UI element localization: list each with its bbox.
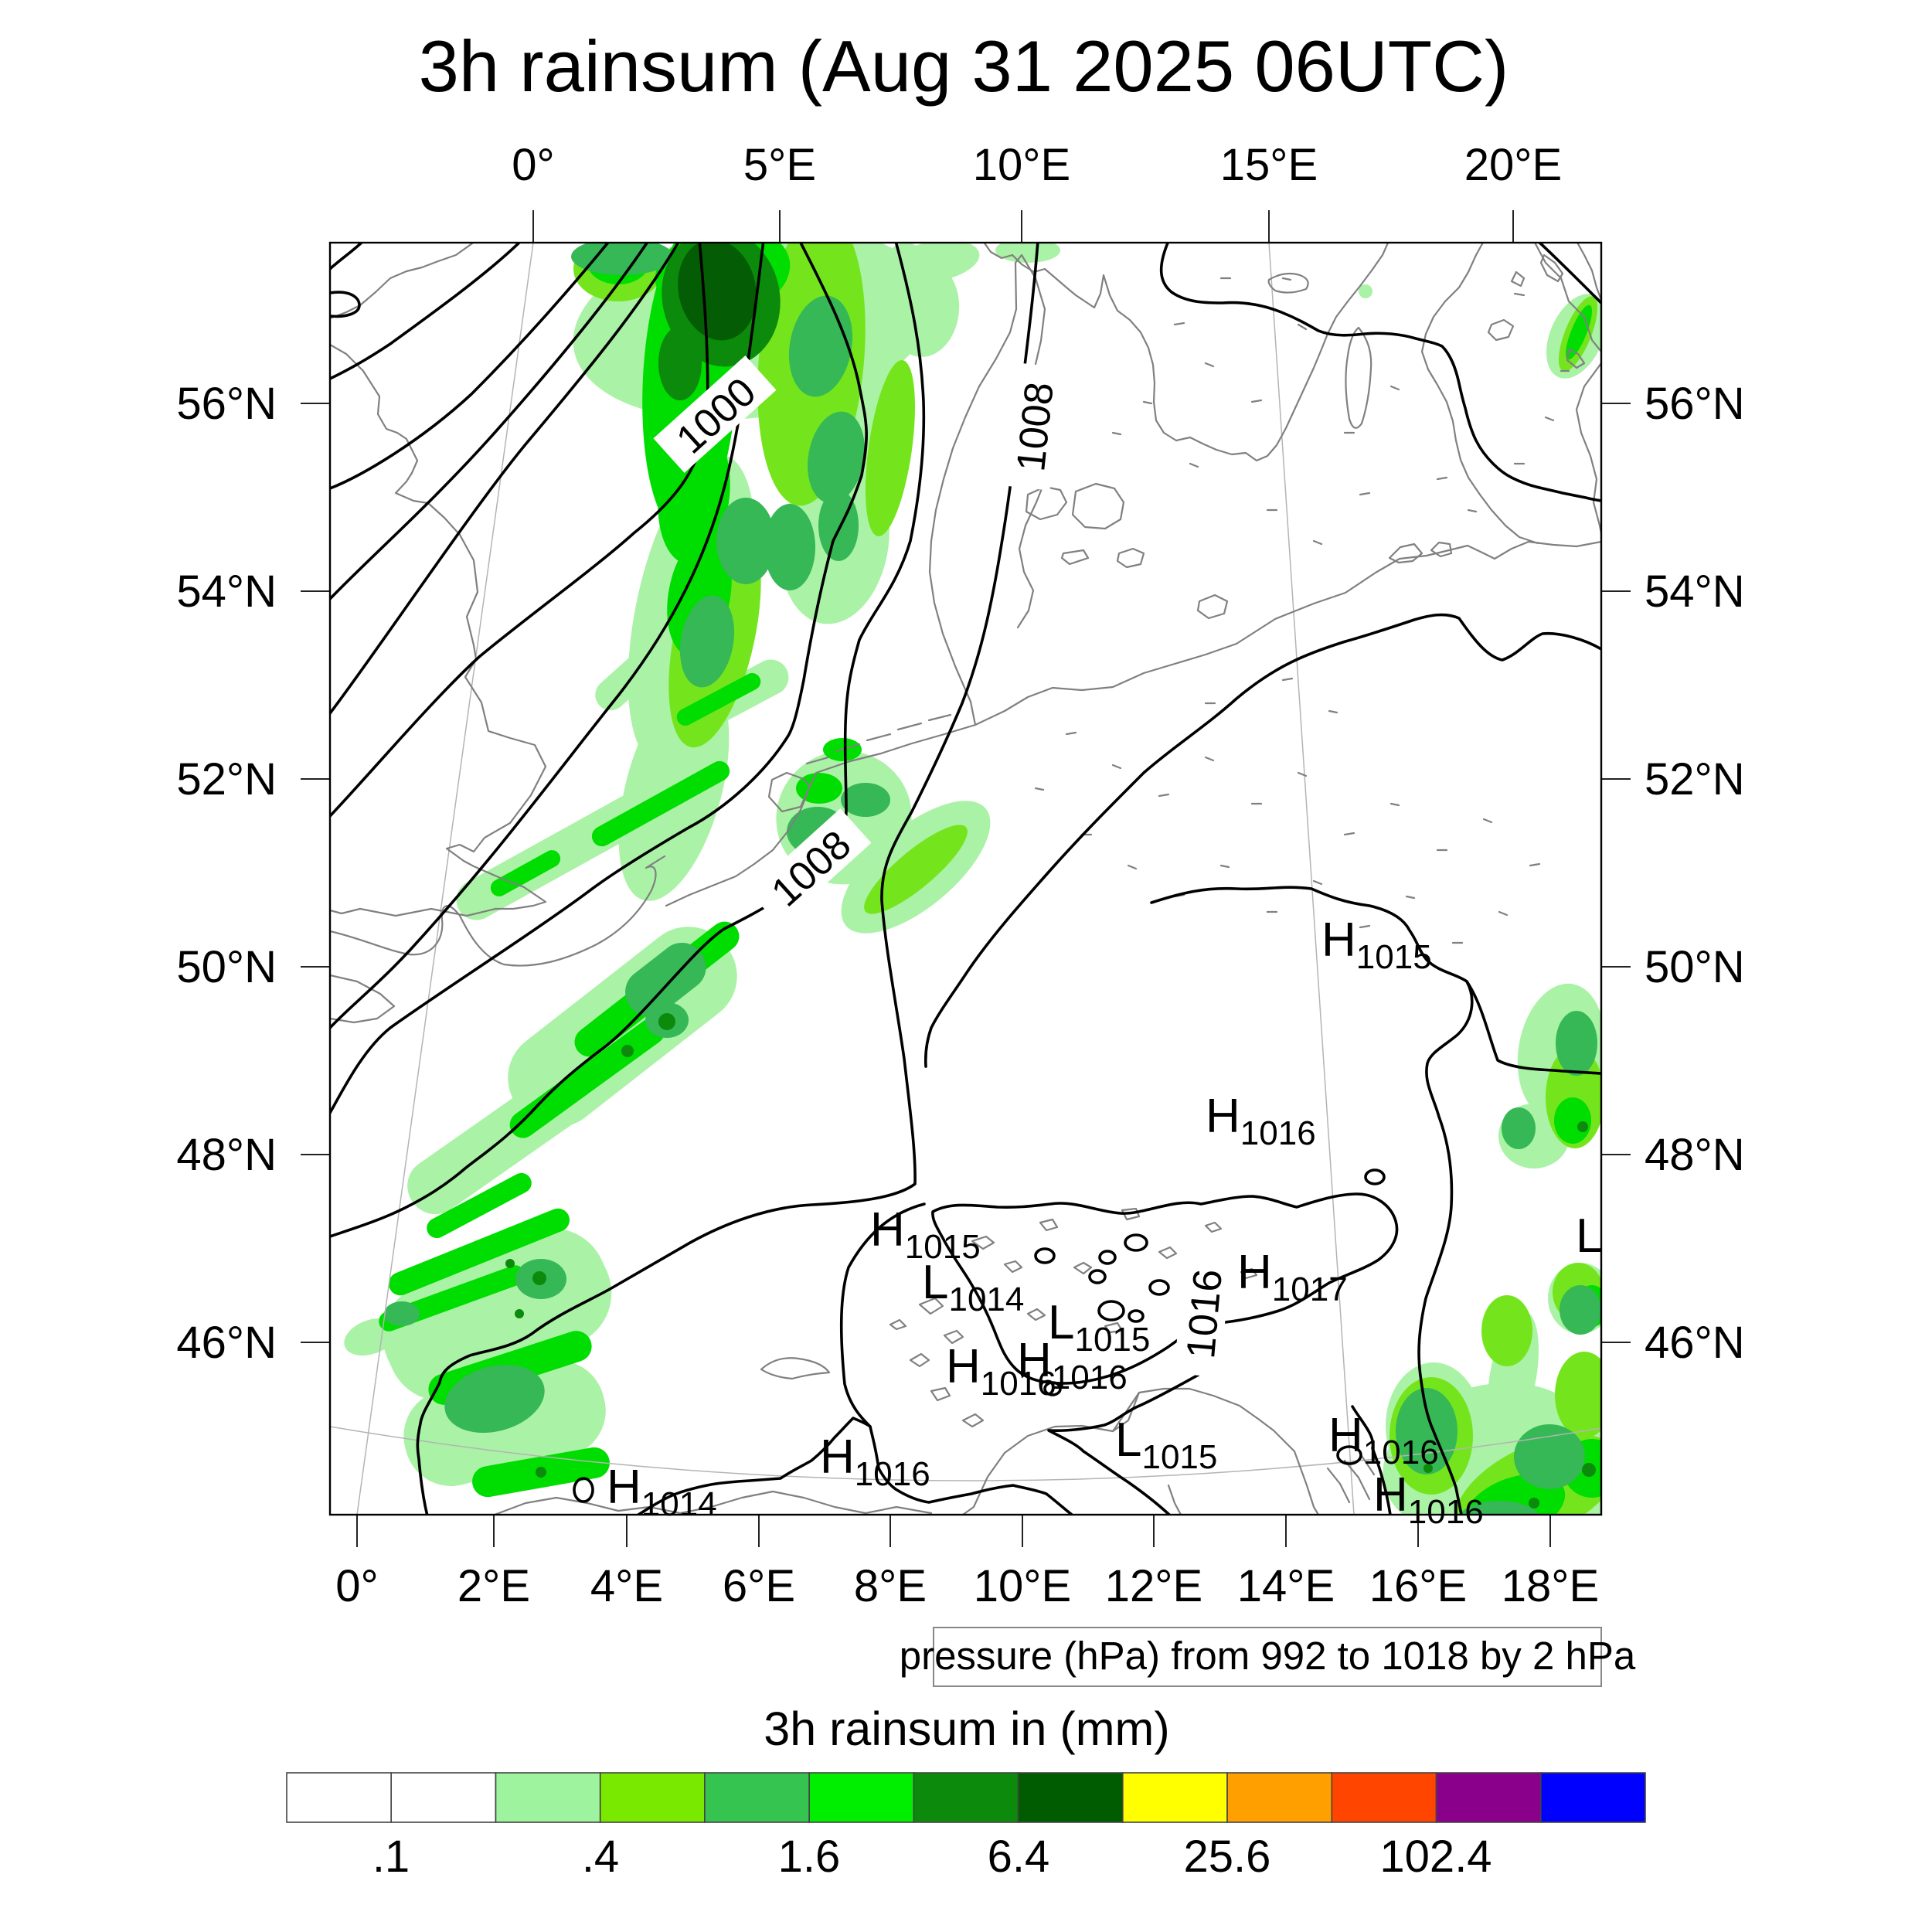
svg-text:54°N: 54°N xyxy=(176,566,277,617)
svg-text:56°N: 56°N xyxy=(176,379,277,429)
svg-text:5°E: 5°E xyxy=(743,140,816,190)
svg-text:46°N: 46°N xyxy=(176,1318,277,1368)
svg-text:102.4: 102.4 xyxy=(1379,1832,1492,1882)
svg-text:1.6: 1.6 xyxy=(778,1832,841,1882)
svg-text:56°N: 56°N xyxy=(1645,379,1745,429)
svg-text:48°N: 48°N xyxy=(176,1130,277,1180)
svg-text:.1: .1 xyxy=(372,1832,410,1882)
svg-text:52°N: 52°N xyxy=(176,754,277,804)
svg-text:4°E: 4°E xyxy=(590,1561,663,1611)
svg-text:25.6: 25.6 xyxy=(1184,1832,1271,1882)
svg-text:6.4: 6.4 xyxy=(988,1832,1050,1882)
svg-text:1008: 1008 xyxy=(1009,380,1063,474)
svg-text:1016: 1016 xyxy=(1179,1267,1231,1360)
svg-text:.4: .4 xyxy=(582,1832,619,1882)
svg-text:50°N: 50°N xyxy=(176,942,277,992)
svg-text:16°E: 16°E xyxy=(1369,1561,1467,1611)
svg-text:3h rainsum (Aug 31 2025 06UTC): 3h rainsum (Aug 31 2025 06UTC) xyxy=(419,26,1509,107)
svg-text:10°E: 10°E xyxy=(974,1561,1071,1611)
svg-text:48°N: 48°N xyxy=(1645,1130,1745,1180)
svg-text:2°E: 2°E xyxy=(457,1561,530,1611)
svg-text:pressure (hPa) from 992 to 101: pressure (hPa) from 992 to 1018 by 2 hPa xyxy=(900,1634,1636,1678)
svg-text:L: L xyxy=(1576,1209,1602,1263)
svg-text:12°E: 12°E xyxy=(1105,1561,1202,1611)
svg-text:46°N: 46°N xyxy=(1645,1318,1745,1368)
svg-text:54°N: 54°N xyxy=(1645,566,1745,617)
svg-text:3h rainsum in (mm): 3h rainsum in (mm) xyxy=(764,1702,1169,1755)
svg-text:0°: 0° xyxy=(335,1561,378,1611)
svg-text:8°E: 8°E xyxy=(854,1561,927,1611)
svg-text:15°E: 15°E xyxy=(1220,140,1318,190)
svg-text:6°E: 6°E xyxy=(723,1561,795,1611)
svg-text:0°: 0° xyxy=(512,140,554,190)
svg-text:20°E: 20°E xyxy=(1464,140,1562,190)
svg-text:18°E: 18°E xyxy=(1502,1561,1599,1611)
svg-text:52°N: 52°N xyxy=(1645,754,1745,804)
svg-text:14°E: 14°E xyxy=(1237,1561,1335,1611)
svg-text:10°E: 10°E xyxy=(973,140,1070,190)
svg-text:50°N: 50°N xyxy=(1645,942,1745,992)
